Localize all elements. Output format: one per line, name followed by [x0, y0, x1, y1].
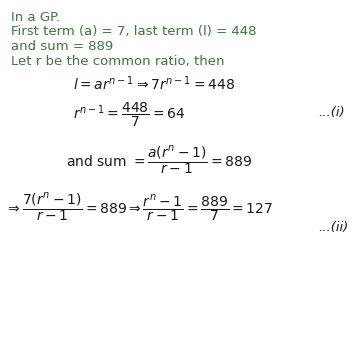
- Text: $r^{n-1} = \dfrac{448}{7} = 64$: $r^{n-1} = \dfrac{448}{7} = 64$: [73, 101, 185, 129]
- Text: and sum $= \dfrac{a(r^n - 1)}{r - 1} = 889$: and sum $= \dfrac{a(r^n - 1)}{r - 1} = 8…: [66, 145, 252, 177]
- Text: ...(ii): ...(ii): [318, 221, 349, 234]
- Text: First term (a) = 7, last term (l) = 448: First term (a) = 7, last term (l) = 448: [11, 25, 256, 38]
- Text: ...(i): ...(i): [318, 106, 345, 119]
- Text: In a GP.: In a GP.: [11, 11, 60, 24]
- Text: Let r be the common ratio, then: Let r be the common ratio, then: [11, 55, 225, 68]
- Text: and sum = 889: and sum = 889: [11, 40, 113, 53]
- Text: $\Rightarrow \dfrac{7(r^n-1)}{r-1} = 889 \Rightarrow \dfrac{r^n-1}{r-1} = \dfrac: $\Rightarrow \dfrac{7(r^n-1)}{r-1} = 889…: [5, 191, 274, 224]
- Text: $l = ar^{n-1} \Rightarrow 7r^{n-1} = 448$: $l = ar^{n-1} \Rightarrow 7r^{n-1} = 448…: [73, 74, 235, 93]
